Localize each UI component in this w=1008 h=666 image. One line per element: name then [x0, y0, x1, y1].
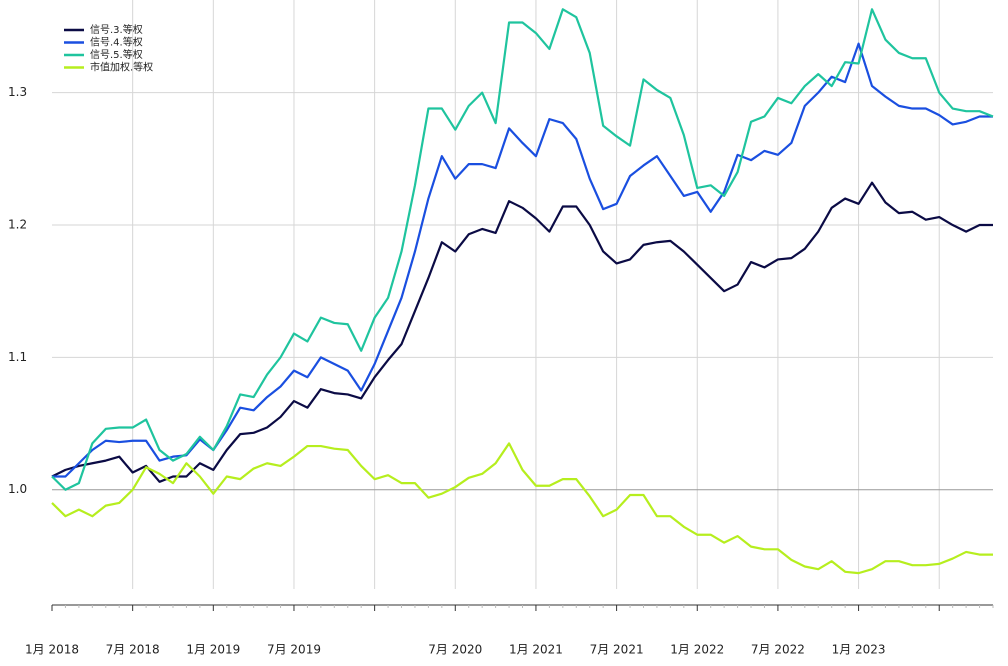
x-tick-label: 1月 2023 — [832, 643, 886, 657]
x-tick-label: 7月 2019 — [267, 643, 321, 657]
x-tick-label: 7月 2020 — [428, 643, 482, 657]
x-tick-label: 7月 2018 — [106, 643, 160, 657]
y-tick-label: 1.2 — [8, 218, 27, 232]
y-tick-label: 1.3 — [8, 85, 27, 99]
x-tick-label: 1月 2018 — [25, 643, 79, 657]
series-line — [51, 8, 994, 491]
x-tick-label: 7月 2021 — [590, 643, 644, 657]
y-tick-label: 1.0 — [8, 482, 27, 496]
series-line — [51, 181, 993, 483]
y-tick-label: 1.1 — [8, 350, 27, 364]
x-tick-label: 1月 2021 — [509, 643, 563, 657]
x-tick-label: 1月 2019 — [186, 643, 240, 657]
x-tick-label: 1月 2022 — [670, 643, 724, 657]
legend-label: 信号.3.等权 — [90, 23, 143, 36]
legend-label: 市值加权.等权 — [90, 61, 153, 74]
series-line — [52, 42, 993, 478]
legend-label: 信号.4.等权 — [90, 36, 143, 49]
x-tick-label: 7月 2022 — [751, 643, 805, 657]
series-line — [51, 442, 993, 575]
legend-label: 信号.5.等权 — [90, 48, 143, 61]
